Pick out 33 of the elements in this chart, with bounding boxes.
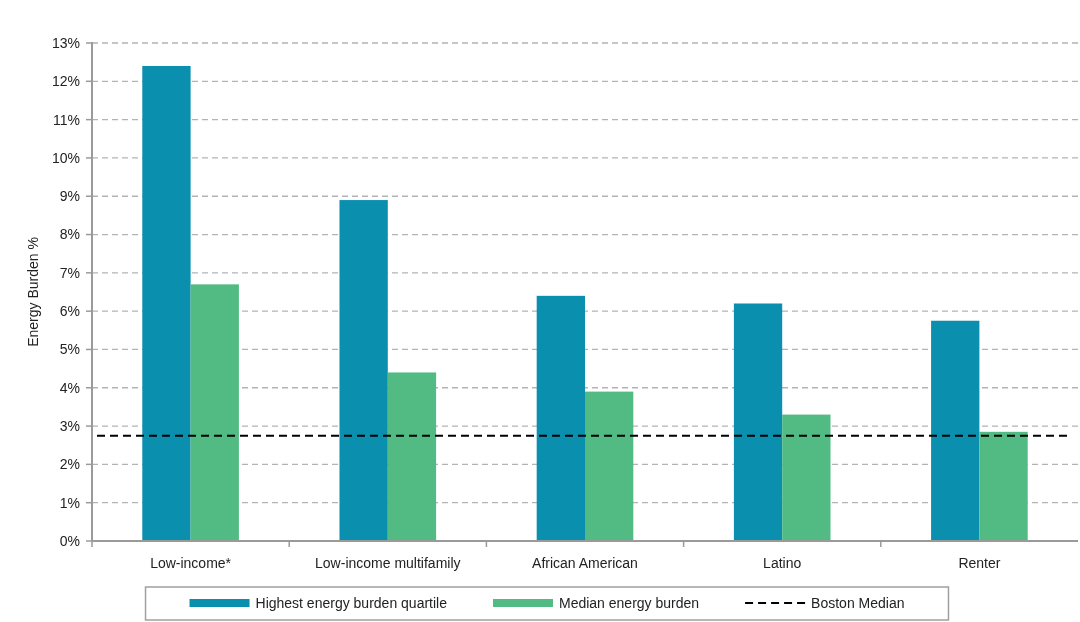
bar xyxy=(979,431,1028,541)
y-tick-label: 10% xyxy=(51,149,80,166)
y-tick-label: 7% xyxy=(59,264,80,281)
y-tick-label: 11% xyxy=(53,111,80,128)
y-tick-label: 4% xyxy=(59,379,80,396)
y-tick-label: 13% xyxy=(51,34,80,51)
y-tick-label: 2% xyxy=(59,456,80,473)
y-tick-label: 8% xyxy=(59,226,80,243)
legend-label: Highest energy burden quartile xyxy=(255,594,448,611)
y-tick-label: 1% xyxy=(59,494,80,511)
y-tick-label: 9% xyxy=(59,188,80,205)
y-axis-title: Energy Burden % xyxy=(25,237,41,347)
y-tick-label: 6% xyxy=(59,303,80,320)
x-tick-label: Renter xyxy=(958,555,1001,571)
bar xyxy=(190,284,239,541)
x-tick-label: Low-income* xyxy=(150,555,232,571)
y-tick-label: 12% xyxy=(51,73,80,90)
bar xyxy=(782,414,831,541)
bar xyxy=(387,372,437,541)
bar xyxy=(536,295,585,541)
y-tick-label: 0% xyxy=(59,532,80,549)
bar xyxy=(142,65,191,541)
y-tick-label: 3% xyxy=(59,417,80,434)
bar xyxy=(733,303,783,541)
x-tick-label: Low-income multifamily xyxy=(315,555,461,571)
bar xyxy=(339,200,388,541)
legend-label: Median energy burden xyxy=(558,594,700,611)
x-tick-label: Latino xyxy=(763,555,802,571)
bar xyxy=(931,320,980,541)
bar xyxy=(585,391,634,541)
legend-label: Boston Median xyxy=(811,594,905,611)
x-tick-label: African American xyxy=(532,555,638,571)
y-tick-label: 5% xyxy=(59,341,80,358)
